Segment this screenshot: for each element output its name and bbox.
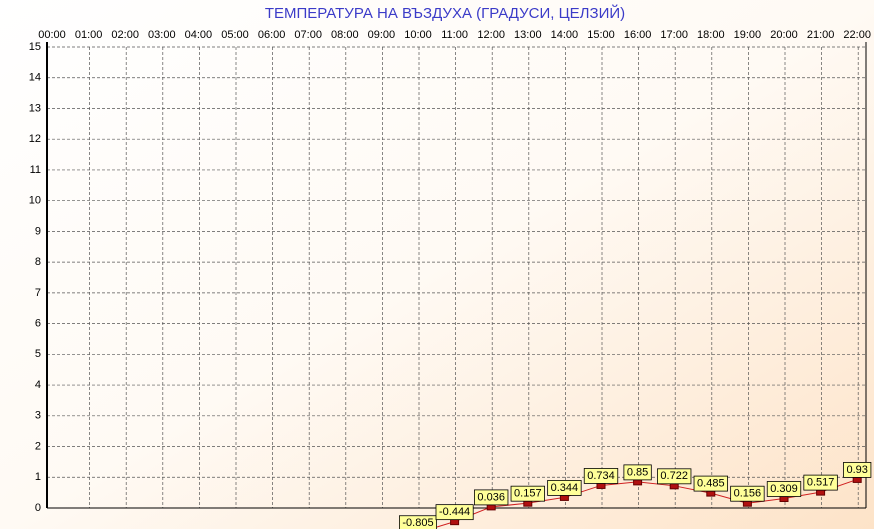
x-tick-label: 02:00 bbox=[111, 29, 139, 41]
data-label: 0.157 bbox=[514, 488, 542, 500]
data-label-box bbox=[766, 481, 802, 497]
x-tick-label: 21:00 bbox=[807, 29, 835, 41]
y-tick-label: 13 bbox=[29, 102, 41, 114]
y-tick-label: 3 bbox=[35, 410, 41, 422]
data-label: 0.517 bbox=[807, 477, 835, 489]
data-label: 0.734 bbox=[587, 470, 615, 482]
x-tick-label: 13:00 bbox=[514, 29, 542, 41]
x-tick-label: 17:00 bbox=[660, 29, 688, 41]
data-label: 0.93 bbox=[846, 464, 867, 476]
data-label-box bbox=[843, 462, 872, 478]
x-tick-label: 16:00 bbox=[624, 29, 652, 41]
x-tick-label: 08:00 bbox=[331, 29, 359, 41]
y-tick-label: 4 bbox=[35, 379, 41, 391]
y-tick-label: 9 bbox=[35, 225, 41, 237]
x-tick-label: 05:00 bbox=[221, 29, 249, 41]
y-tick-label: 2 bbox=[35, 440, 41, 452]
data-label: -0.444 bbox=[439, 506, 470, 518]
data-label-box bbox=[623, 464, 652, 481]
y-tick-label: 1 bbox=[35, 471, 41, 483]
y-tick-label: 7 bbox=[35, 287, 41, 299]
data-label-box bbox=[547, 480, 582, 496]
data-label-box bbox=[435, 504, 474, 521]
x-tick-label: 22:00 bbox=[843, 29, 871, 41]
data-label: 0.85 bbox=[627, 466, 648, 478]
x-tick-label: 12:00 bbox=[477, 29, 505, 41]
x-tick-label: 00:00 bbox=[38, 29, 66, 41]
x-tick-label: 04:00 bbox=[185, 29, 213, 41]
data-label: 0.309 bbox=[770, 483, 798, 495]
x-tick-label: 15:00 bbox=[587, 29, 615, 41]
x-tick-label: 20:00 bbox=[770, 29, 798, 41]
data-label-box bbox=[510, 485, 545, 502]
data-label-box bbox=[803, 474, 838, 491]
x-tick-label: 06:00 bbox=[258, 29, 286, 41]
data-label-box bbox=[583, 468, 619, 484]
data-label: 0.485 bbox=[697, 478, 725, 490]
y-tick-label: 0 bbox=[35, 502, 41, 514]
y-tick-label: 5 bbox=[35, 348, 41, 360]
data-label-box bbox=[657, 468, 692, 485]
y-tick-label: 14 bbox=[29, 72, 41, 84]
x-tick-label: 07:00 bbox=[294, 29, 322, 41]
data-label: 0.344 bbox=[551, 482, 579, 494]
x-tick-label: 01:00 bbox=[75, 29, 103, 41]
x-tick-label: 10:00 bbox=[404, 29, 432, 41]
data-label: 0.156 bbox=[734, 488, 762, 500]
data-label-box bbox=[474, 489, 509, 506]
x-tick-label: 18:00 bbox=[697, 29, 725, 41]
y-tick-label: 8 bbox=[35, 256, 41, 268]
y-tick-label: 12 bbox=[29, 133, 41, 145]
data-label: -0.805 bbox=[402, 517, 433, 529]
y-tick-label: 10 bbox=[29, 195, 41, 207]
x-tick-label: 11:00 bbox=[441, 29, 468, 41]
y-tick-label: 11 bbox=[30, 164, 41, 176]
data-label: 0.036 bbox=[477, 491, 505, 503]
data-label-box bbox=[730, 485, 765, 502]
data-label-box bbox=[693, 475, 728, 492]
x-tick-label: 19:00 bbox=[734, 29, 762, 41]
chart-title: ТЕМПЕРАТУРА НА ВЪЗДУХА (ГРАДУСИ, ЦЕЛЗИЙ) bbox=[265, 4, 625, 22]
y-tick-label: 15 bbox=[29, 41, 41, 53]
y-tick-label: 6 bbox=[35, 318, 41, 330]
data-label: 0.722 bbox=[660, 470, 688, 482]
x-tick-label: 09:00 bbox=[368, 29, 396, 41]
data-label-box bbox=[398, 515, 438, 529]
x-tick-label: 03:00 bbox=[148, 29, 176, 41]
x-tick-label: 14:00 bbox=[551, 29, 579, 41]
